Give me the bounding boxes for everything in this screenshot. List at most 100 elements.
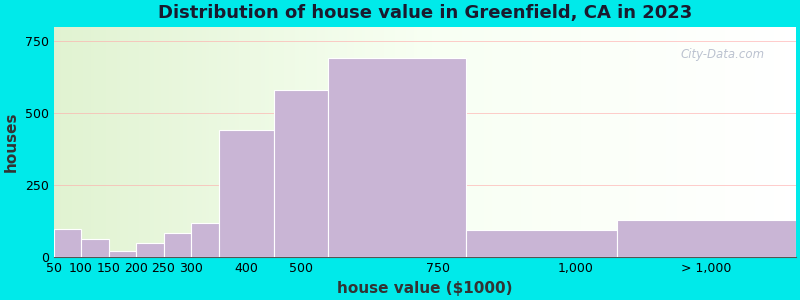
Bar — [410, 26, 414, 257]
Bar — [163, 233, 191, 257]
Bar — [343, 26, 347, 257]
Bar — [72, 26, 77, 257]
Bar — [458, 26, 462, 257]
Bar — [614, 26, 618, 257]
Bar — [191, 26, 195, 257]
Text: City-Data.com: City-Data.com — [681, 48, 765, 61]
Bar — [228, 26, 233, 257]
Bar — [398, 26, 403, 257]
Bar — [295, 26, 299, 257]
Bar — [329, 58, 466, 257]
Bar — [514, 26, 518, 257]
Bar — [418, 26, 422, 257]
X-axis label: house value ($1000): house value ($1000) — [337, 281, 513, 296]
Bar — [588, 26, 593, 257]
Bar — [466, 230, 617, 257]
Bar — [124, 26, 129, 257]
Bar — [666, 26, 670, 257]
Bar — [317, 26, 322, 257]
Bar — [250, 26, 254, 257]
Bar — [747, 26, 752, 257]
Bar — [61, 26, 66, 257]
Bar — [570, 26, 574, 257]
Bar — [674, 26, 678, 257]
Bar — [454, 26, 459, 257]
Bar — [740, 26, 745, 257]
Bar — [447, 26, 451, 257]
Bar — [380, 26, 385, 257]
Bar — [213, 26, 218, 257]
Bar — [566, 26, 570, 257]
Bar — [636, 26, 641, 257]
Bar — [146, 26, 151, 257]
Bar — [495, 26, 500, 257]
Bar — [532, 26, 537, 257]
Bar — [58, 26, 62, 257]
Bar — [473, 26, 478, 257]
Bar — [603, 26, 607, 257]
Bar — [758, 26, 763, 257]
Title: Distribution of house value in Greenfield, CA in 2023: Distribution of house value in Greenfiel… — [158, 4, 692, 22]
Bar — [302, 26, 306, 257]
Bar — [547, 26, 552, 257]
Bar — [314, 26, 318, 257]
Bar — [117, 26, 121, 257]
Bar — [291, 26, 295, 257]
Bar — [518, 26, 522, 257]
Bar — [76, 26, 80, 257]
Bar — [269, 26, 274, 257]
Bar — [54, 26, 58, 257]
Bar — [726, 26, 730, 257]
Bar — [239, 26, 243, 257]
Bar — [599, 26, 603, 257]
Bar — [321, 26, 326, 257]
Bar — [135, 26, 140, 257]
Bar — [647, 26, 652, 257]
Bar — [688, 26, 693, 257]
Bar — [265, 26, 270, 257]
Bar — [131, 26, 136, 257]
Bar — [362, 26, 366, 257]
Bar — [162, 26, 166, 257]
Bar — [781, 26, 786, 257]
Bar — [774, 26, 778, 257]
Bar — [90, 26, 95, 257]
Bar — [391, 26, 396, 257]
Bar — [506, 26, 511, 257]
Bar — [346, 26, 351, 257]
Bar — [113, 26, 118, 257]
Bar — [191, 223, 218, 257]
Bar — [699, 26, 704, 257]
Bar — [336, 26, 340, 257]
Bar — [595, 26, 600, 257]
Bar — [109, 251, 136, 257]
Bar — [622, 26, 626, 257]
Bar — [210, 26, 214, 257]
Bar — [733, 26, 737, 257]
Bar — [254, 26, 258, 257]
Bar — [202, 26, 206, 257]
Bar — [387, 26, 392, 257]
Bar — [644, 26, 648, 257]
Bar — [477, 26, 481, 257]
Bar — [276, 26, 281, 257]
Bar — [670, 26, 674, 257]
Bar — [258, 26, 262, 257]
Bar — [169, 26, 173, 257]
Bar — [339, 26, 344, 257]
Bar — [625, 26, 630, 257]
Bar — [480, 26, 485, 257]
Bar — [218, 130, 274, 257]
Bar — [655, 26, 659, 257]
Bar — [221, 26, 225, 257]
Bar — [87, 26, 91, 257]
Bar — [183, 26, 188, 257]
Bar — [466, 26, 470, 257]
Bar — [618, 26, 622, 257]
Bar — [581, 26, 585, 257]
Bar — [369, 26, 374, 257]
Y-axis label: houses: houses — [4, 112, 19, 172]
Bar — [558, 26, 562, 257]
Bar — [703, 26, 707, 257]
Bar — [543, 26, 548, 257]
